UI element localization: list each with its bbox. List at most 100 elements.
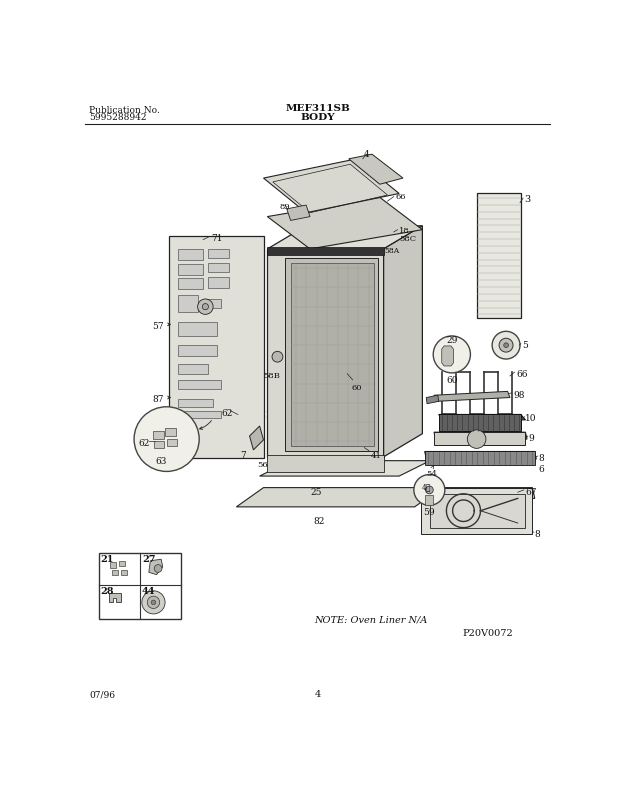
Text: 66: 66 — [516, 370, 528, 379]
Bar — [205, 299, 221, 308]
Polygon shape — [260, 460, 430, 476]
Polygon shape — [285, 258, 378, 451]
Polygon shape — [441, 346, 453, 366]
Bar — [179, 380, 221, 389]
Text: P20V0072: P20V0072 — [463, 629, 513, 638]
Text: 59: 59 — [423, 508, 435, 517]
Bar — [179, 264, 203, 275]
Circle shape — [148, 596, 159, 608]
Polygon shape — [267, 248, 384, 255]
Polygon shape — [421, 487, 533, 534]
Polygon shape — [434, 392, 510, 401]
FancyArrowPatch shape — [167, 396, 170, 399]
Text: 71: 71 — [211, 233, 223, 243]
Bar — [208, 249, 229, 258]
Bar — [179, 411, 221, 418]
Polygon shape — [149, 559, 162, 574]
Text: 41: 41 — [371, 452, 381, 460]
Polygon shape — [267, 197, 422, 249]
Text: ReplacementParts.com: ReplacementParts.com — [246, 408, 390, 421]
Bar — [179, 249, 203, 259]
Text: 44: 44 — [142, 587, 156, 596]
Text: Publication No.: Publication No. — [89, 106, 160, 115]
Polygon shape — [434, 432, 527, 439]
Text: 4: 4 — [314, 690, 321, 699]
Bar — [110, 562, 117, 568]
Text: 21: 21 — [100, 554, 114, 564]
Bar — [99, 553, 180, 619]
Bar — [208, 278, 229, 288]
Circle shape — [142, 591, 165, 614]
Text: 27: 27 — [142, 554, 156, 564]
Text: 89: 89 — [279, 202, 290, 210]
Polygon shape — [439, 414, 521, 431]
Text: 58B: 58B — [264, 372, 280, 380]
Polygon shape — [286, 205, 310, 221]
Polygon shape — [430, 494, 525, 528]
Text: 62: 62 — [138, 439, 149, 448]
Text: 5995288942: 5995288942 — [89, 113, 146, 123]
Polygon shape — [439, 414, 526, 420]
Text: 8: 8 — [539, 454, 544, 463]
Bar — [167, 439, 177, 446]
Polygon shape — [267, 456, 384, 472]
Text: 54: 54 — [427, 470, 437, 478]
Text: 25: 25 — [310, 487, 322, 497]
Text: 58A: 58A — [384, 247, 400, 255]
Bar — [425, 494, 433, 505]
Bar — [179, 365, 208, 373]
Text: 6: 6 — [539, 464, 544, 474]
Text: 66: 66 — [396, 194, 405, 202]
Polygon shape — [169, 236, 264, 458]
Text: 5: 5 — [522, 341, 528, 350]
Bar — [154, 441, 164, 448]
Text: 29: 29 — [446, 336, 458, 345]
Text: BODY: BODY — [301, 112, 335, 122]
Polygon shape — [291, 263, 373, 446]
FancyArrowPatch shape — [200, 421, 211, 430]
Text: 87: 87 — [153, 396, 164, 404]
Bar — [179, 345, 217, 356]
Circle shape — [202, 304, 208, 310]
Bar — [179, 322, 217, 336]
Text: 62: 62 — [221, 409, 232, 418]
Circle shape — [433, 336, 471, 373]
Text: 63: 63 — [155, 457, 166, 466]
Polygon shape — [348, 154, 403, 184]
Text: 07/96: 07/96 — [89, 690, 115, 699]
Text: 60: 60 — [351, 384, 361, 392]
Bar — [121, 570, 127, 575]
Bar — [179, 295, 198, 312]
Bar — [112, 570, 118, 575]
Polygon shape — [108, 593, 121, 603]
FancyArrowPatch shape — [167, 323, 170, 326]
Polygon shape — [425, 452, 534, 464]
Polygon shape — [425, 452, 536, 459]
Bar — [153, 431, 164, 439]
Bar — [179, 278, 203, 289]
Polygon shape — [249, 426, 264, 450]
Polygon shape — [427, 396, 439, 403]
Circle shape — [134, 407, 199, 471]
Circle shape — [198, 299, 213, 314]
Circle shape — [503, 343, 508, 347]
Text: MEF311SB: MEF311SB — [285, 104, 350, 113]
Text: 7: 7 — [241, 451, 246, 460]
Text: 60: 60 — [446, 376, 458, 385]
Text: 4ℓ: 4ℓ — [422, 483, 431, 491]
Polygon shape — [434, 432, 526, 445]
Circle shape — [151, 600, 156, 604]
Bar — [118, 561, 125, 566]
Text: 58C: 58C — [399, 235, 416, 243]
Polygon shape — [477, 194, 521, 318]
Text: 28: 28 — [100, 587, 114, 596]
Polygon shape — [267, 225, 422, 249]
Polygon shape — [264, 159, 399, 213]
Text: 56: 56 — [257, 461, 268, 469]
Bar — [208, 263, 229, 272]
Text: 8: 8 — [534, 530, 541, 539]
Text: 67: 67 — [526, 487, 537, 497]
Text: 4: 4 — [365, 150, 370, 159]
Text: NOTE: Oven Liner N/A: NOTE: Oven Liner N/A — [314, 615, 427, 624]
Text: 57: 57 — [153, 322, 164, 331]
